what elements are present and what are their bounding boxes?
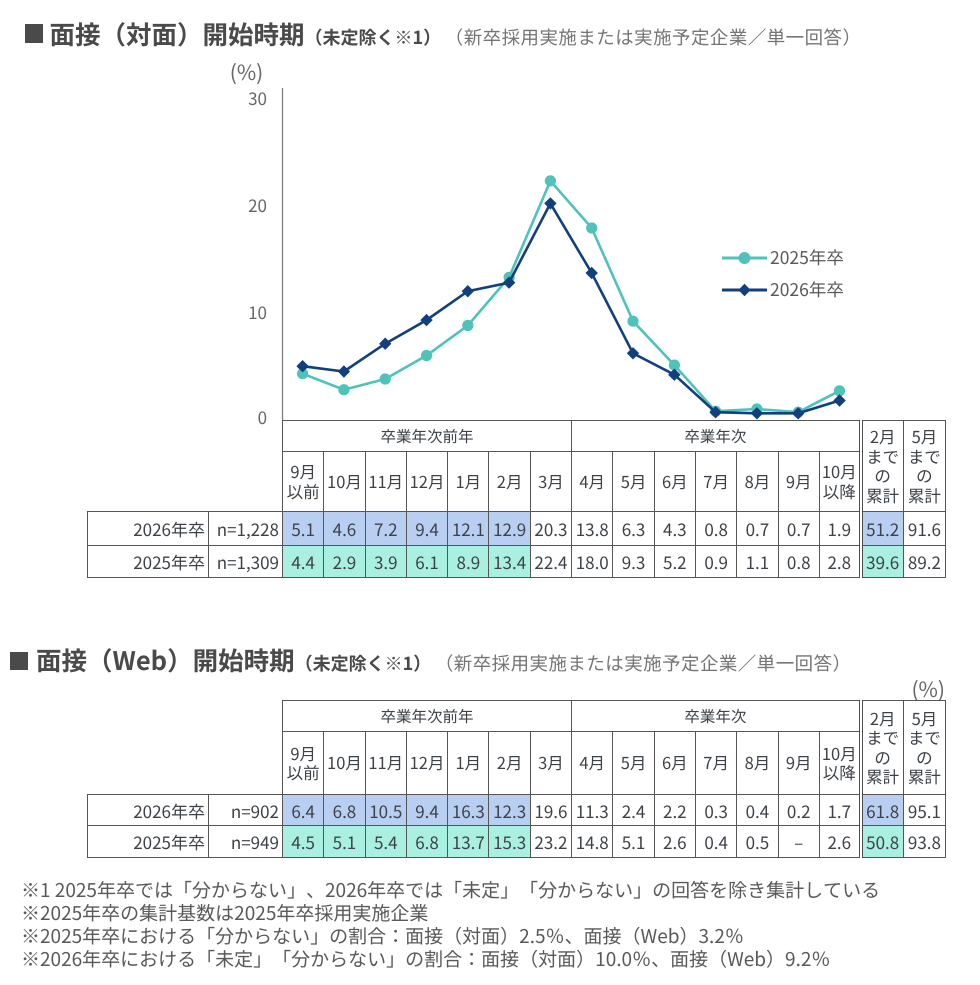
svg-text:2025年卒: 2025年卒 [770, 245, 844, 270]
svg-text:(%): (%) [230, 57, 264, 87]
svg-text:10: 10 [248, 299, 267, 324]
svg-text:0: 0 [258, 404, 267, 429]
svg-text:20: 20 [248, 192, 267, 217]
svg-text:2026年卒: 2026年卒 [770, 277, 844, 302]
svg-text:30: 30 [248, 85, 267, 110]
